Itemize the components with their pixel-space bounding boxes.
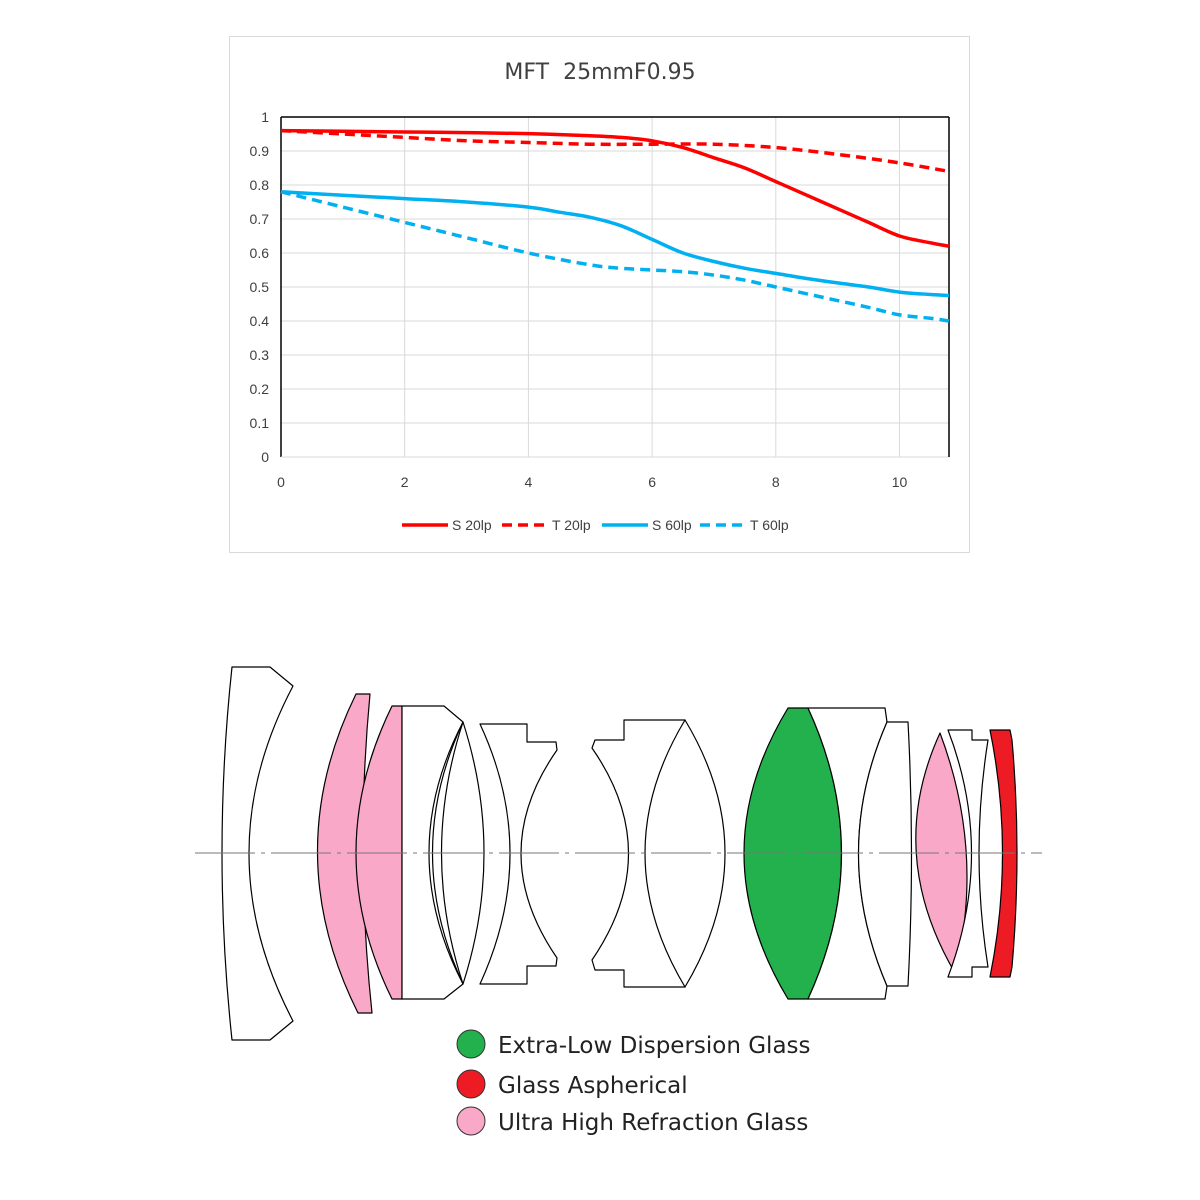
legend-label-ed: Extra-Low Dispersion Glass — [498, 1033, 811, 1059]
y-tick-label: 0.8 — [250, 177, 270, 193]
legend-label-t-20lp: T 20lp — [552, 517, 591, 533]
chart-grid — [280, 116, 950, 458]
x-tick-label: 10 — [892, 474, 908, 490]
lens-element-13 — [947, 729, 989, 978]
y-tick-label: 0.7 — [250, 211, 270, 227]
x-tick-label: 6 — [648, 474, 656, 490]
x-tick-label: 0 — [277, 474, 285, 490]
y-tick-label: 1 — [261, 109, 269, 125]
lens-element-11 — [857, 721, 913, 987]
series-line-t-60lp — [280, 190, 950, 323]
legend-swatch-aspherical — [456, 1069, 486, 1099]
series-line-t-20lp — [280, 128, 950, 174]
chart-series — [280, 128, 950, 323]
y-axis-ticks: 0 0.1 0.2 0.3 0.4 0.5 0.6 0.7 0.8 0.9 1 — [250, 109, 270, 465]
chart-title: MFT 25mmF0.95 — [504, 60, 695, 85]
y-tick-label: 0.9 — [250, 143, 270, 159]
lens-element-4 — [401, 705, 464, 1000]
glass-legend: Extra-Low Dispersion Glass Glass Aspheri… — [456, 1029, 811, 1136]
y-tick-label: 0.1 — [250, 415, 270, 431]
lens-element-6 — [479, 723, 558, 985]
x-tick-label: 2 — [401, 474, 409, 490]
y-tick-label: 0.4 — [250, 313, 270, 329]
series-line-s-20lp — [280, 128, 950, 248]
mtf-chart-panel: 0 0.1 0.2 0.3 0.4 0.5 0.6 0.7 0.8 0.9 1 0 2 4 6 8 10 S … — [229, 36, 970, 553]
legend-label-s-60lp: S 60lp — [652, 517, 692, 533]
series-line-s-60lp — [280, 190, 950, 298]
x-tick-label: 4 — [525, 474, 533, 490]
legend-label-s-20lp: S 20lp — [452, 517, 492, 533]
legend-label-t-60lp: T 60lp — [750, 517, 789, 533]
legend-label-uhr: Ultra High Refraction Glass — [498, 1110, 808, 1136]
lens-element-1 — [221, 666, 294, 1041]
legend-label-aspherical: Glass Aspherical — [498, 1073, 688, 1099]
y-tick-label: 0 — [261, 449, 269, 465]
x-axis-ticks: 0 2 4 6 8 10 — [277, 474, 907, 490]
y-tick-label: 0.2 — [250, 381, 270, 397]
legend-swatch-uhr — [456, 1106, 486, 1136]
y-tick-label: 0.3 — [250, 347, 270, 363]
chart-legend: S 20lp T 20lp S 60lp T 60lp — [402, 517, 789, 533]
y-tick-label: 0.6 — [250, 245, 270, 261]
mtf-chart: 0 0.1 0.2 0.3 0.4 0.5 0.6 0.7 0.8 0.9 1 0 2 4 6 8 10 S … — [250, 60, 950, 533]
y-tick-label: 0.5 — [250, 279, 270, 295]
legend-swatch-ed — [456, 1029, 486, 1059]
x-tick-label: 8 — [772, 474, 780, 490]
